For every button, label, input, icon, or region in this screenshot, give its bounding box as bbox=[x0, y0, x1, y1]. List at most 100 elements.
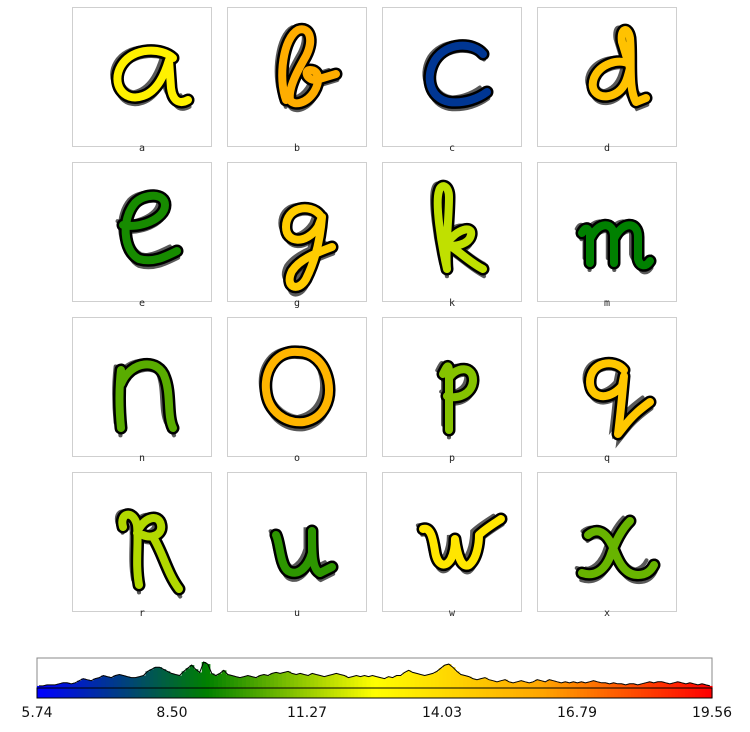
histogram-bar bbox=[422, 675, 428, 688]
colorbar-gradient-segment bbox=[597, 688, 602, 698]
colorbar-gradient-segment bbox=[631, 688, 635, 698]
histogram-bar bbox=[290, 673, 295, 688]
histogram-bar bbox=[201, 662, 207, 688]
colorbar-gradient-segment bbox=[685, 688, 689, 698]
colorbar-gradient-segment bbox=[617, 688, 622, 698]
colorbar-gradient-segment bbox=[661, 688, 666, 698]
histogram-bar bbox=[491, 680, 496, 688]
histogram-bar bbox=[414, 673, 420, 688]
colorbar-gradient-segment bbox=[502, 688, 507, 698]
colorbar-gradient-segment bbox=[377, 688, 382, 698]
letter-cell-x: x bbox=[537, 472, 677, 619]
colorbar-gradient-segment bbox=[74, 688, 79, 698]
histogram-bar bbox=[667, 683, 673, 688]
colorbar-gradient-segment bbox=[37, 688, 41, 698]
colorbar-gradient-segment bbox=[583, 688, 588, 698]
histogram-bar bbox=[270, 673, 275, 688]
letter-cell-n: n bbox=[72, 317, 212, 464]
colorbar-gradient-segment bbox=[479, 688, 484, 698]
histogram-bar bbox=[165, 671, 171, 688]
colorbar-gradient-segment bbox=[249, 688, 254, 698]
histogram-bar bbox=[499, 680, 504, 688]
histogram-bar bbox=[53, 684, 58, 688]
glyph-colored-stroke bbox=[586, 359, 654, 438]
histogram-bar bbox=[37, 685, 42, 688]
histogram-bar bbox=[438, 668, 444, 688]
colorbar-gradient-segment bbox=[236, 688, 241, 698]
histogram-bar bbox=[703, 684, 709, 688]
colorbar-gradient-segment bbox=[374, 688, 379, 698]
histogram-bar bbox=[97, 677, 102, 688]
histogram-bar bbox=[129, 677, 135, 688]
colorbar-gradient-segment bbox=[492, 688, 497, 698]
colorbar-gradient-segment bbox=[435, 688, 440, 698]
letter-label: x bbox=[603, 608, 611, 619]
colorbar-tick-label: 11.27 bbox=[286, 705, 328, 721]
histogram-bar bbox=[101, 675, 106, 688]
colorbar-gradient-segment bbox=[546, 688, 551, 698]
letter-cell-a: a bbox=[72, 7, 212, 154]
colorbar-gradient-segment bbox=[647, 688, 652, 698]
histogram-bar bbox=[89, 680, 94, 688]
colorbar-gradient-segment bbox=[489, 688, 494, 698]
histogram-bar bbox=[334, 673, 339, 688]
histogram-bar bbox=[599, 682, 605, 688]
colorbar-gradient-segment bbox=[708, 688, 713, 698]
letter-label: w bbox=[448, 608, 456, 619]
histogram-bar bbox=[253, 677, 259, 688]
histogram-bar bbox=[591, 680, 597, 688]
letter-glyph-m bbox=[574, 218, 657, 275]
colorbar-gradient-segment bbox=[408, 688, 413, 698]
letter-glyph-n bbox=[112, 357, 180, 438]
histogram-bar bbox=[623, 684, 629, 688]
colorbar-gradient-segment bbox=[512, 688, 517, 698]
colorbar-gradient-border bbox=[36, 687, 713, 699]
colorbar-gradient-segment bbox=[381, 688, 386, 698]
histogram-bar bbox=[109, 677, 114, 688]
colorbar-gradient-segment bbox=[280, 688, 284, 698]
letter-glyph-o bbox=[258, 345, 336, 432]
histogram-bar bbox=[603, 682, 609, 688]
glyph-colored-stroke bbox=[433, 182, 487, 273]
histogram-bar bbox=[659, 681, 665, 688]
colorbar-gradient-segment bbox=[161, 688, 166, 698]
colorbar-gradient-segment bbox=[232, 688, 237, 698]
colorbar-gradient-segment bbox=[398, 688, 403, 698]
histogram-bar bbox=[595, 681, 601, 688]
colorbar-gradient-segment bbox=[175, 688, 180, 698]
colorbar-gradient-segment bbox=[556, 688, 561, 698]
histogram-bar bbox=[539, 680, 544, 688]
letter-cell-o: o bbox=[227, 317, 367, 464]
colorbar-gradient-segment bbox=[624, 688, 629, 698]
letter-label: n bbox=[138, 453, 146, 464]
colorbar-gradient-segment bbox=[563, 688, 568, 698]
colorbar-gradient-segment bbox=[269, 688, 274, 698]
colorbar-gradient-segment bbox=[107, 688, 112, 698]
histogram-bar bbox=[446, 664, 452, 688]
glyph-colored-stroke bbox=[113, 46, 192, 106]
colorbar-gradient-segment bbox=[111, 688, 116, 698]
letter-cell-u: u bbox=[227, 472, 367, 619]
letter-cell-w: w bbox=[382, 472, 522, 619]
colorbar-gradient-segment bbox=[334, 688, 338, 698]
histogram-bar bbox=[133, 677, 139, 688]
colorbar-gradient-segment bbox=[222, 688, 227, 698]
colorbar-gradient-segment bbox=[101, 688, 106, 698]
colorbar-gradient-segment bbox=[350, 688, 355, 698]
colorbar-gradient-segment bbox=[678, 688, 683, 698]
colorbar-gradient-segment bbox=[364, 688, 369, 698]
letter-cell-m: m bbox=[537, 162, 677, 309]
histogram-bar bbox=[354, 675, 360, 688]
histogram-bar bbox=[189, 665, 195, 688]
histogram-bar bbox=[346, 677, 351, 688]
histogram-bar bbox=[487, 679, 492, 688]
histogram-bar bbox=[322, 676, 327, 688]
colorbar-gradient-segment bbox=[587, 688, 592, 698]
colorbar-gradient-segment bbox=[637, 688, 642, 698]
letter-glyph-k bbox=[430, 179, 490, 279]
colorbar-gradient-segment bbox=[590, 688, 595, 698]
colorbar-gradient-segment bbox=[509, 688, 514, 698]
histogram-bar bbox=[93, 678, 98, 688]
letter-label: m bbox=[603, 298, 611, 309]
histogram-bar bbox=[266, 675, 271, 688]
